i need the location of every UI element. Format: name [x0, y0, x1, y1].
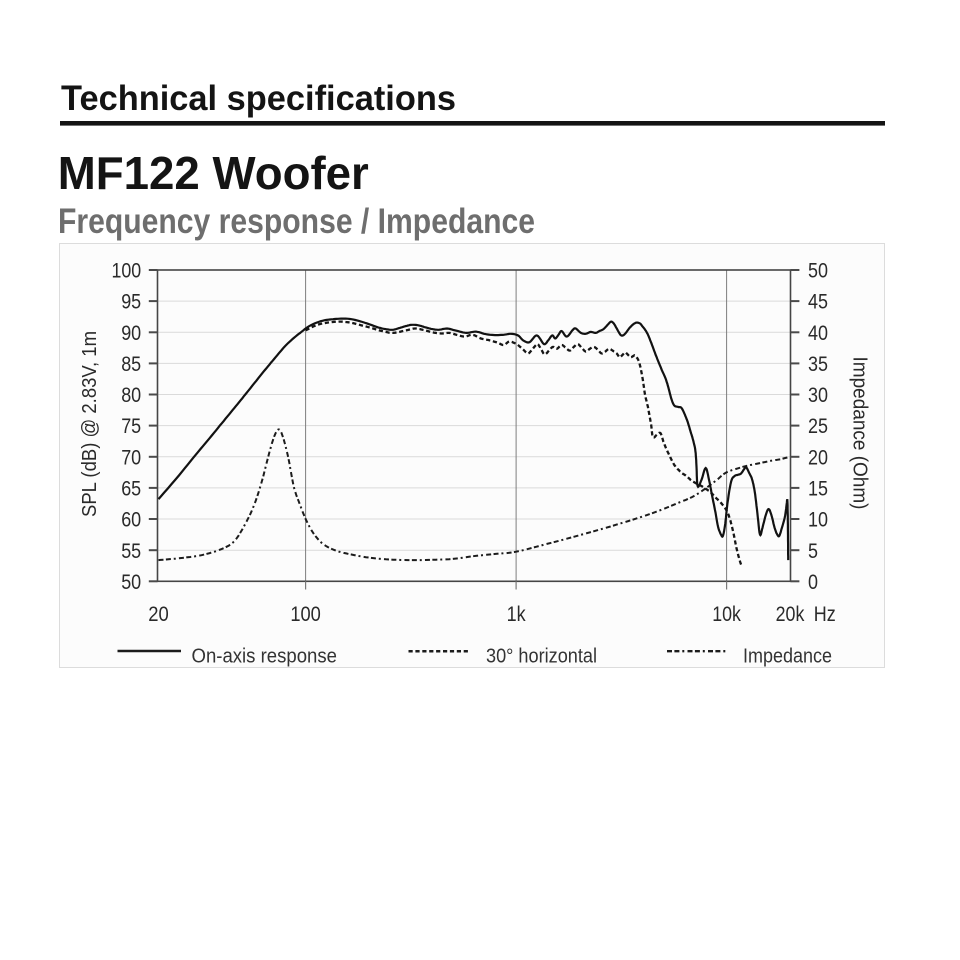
svg-text:85: 85 [121, 352, 141, 376]
svg-text:75: 75 [121, 414, 141, 438]
svg-text:70: 70 [121, 445, 141, 469]
svg-text:Impedance (Ohm): Impedance (Ohm) [849, 357, 872, 510]
svg-text:Hz: Hz [814, 602, 836, 626]
svg-text:55: 55 [121, 539, 141, 563]
svg-text:35: 35 [808, 352, 828, 376]
svg-text:On-axis response: On-axis response [192, 645, 338, 668]
svg-text:40: 40 [808, 321, 828, 345]
svg-text:30: 30 [808, 383, 828, 407]
svg-text:90: 90 [121, 321, 141, 345]
svg-text:20: 20 [808, 445, 828, 469]
svg-text:MF122 Woofer: MF122 Woofer [58, 147, 369, 199]
svg-text:Technical specifications: Technical specifications [61, 79, 456, 118]
svg-text:45: 45 [808, 290, 828, 314]
svg-text:Frequency response / Impedance: Frequency response / Impedance [58, 202, 535, 241]
svg-text:SPL (dB) @ 2.83V, 1m: SPL (dB) @ 2.83V, 1m [78, 331, 101, 517]
svg-text:15: 15 [808, 477, 828, 501]
svg-text:80: 80 [121, 383, 141, 407]
svg-text:1k: 1k [507, 602, 526, 626]
svg-text:60: 60 [121, 508, 141, 532]
svg-text:95: 95 [121, 290, 141, 314]
svg-text:65: 65 [121, 477, 141, 501]
svg-text:25: 25 [808, 414, 828, 438]
svg-text:20: 20 [148, 602, 169, 626]
svg-text:20k: 20k [776, 602, 805, 626]
svg-text:50: 50 [121, 570, 141, 594]
svg-text:10k: 10k [712, 602, 741, 626]
svg-text:50: 50 [808, 259, 828, 283]
svg-text:5: 5 [808, 539, 818, 563]
svg-text:10: 10 [808, 508, 828, 532]
svg-text:100: 100 [112, 259, 142, 283]
svg-text:30° horizontal: 30° horizontal [486, 645, 597, 668]
svg-text:100: 100 [290, 602, 321, 626]
svg-text:0: 0 [808, 570, 818, 594]
svg-text:Impedance: Impedance [743, 645, 832, 668]
